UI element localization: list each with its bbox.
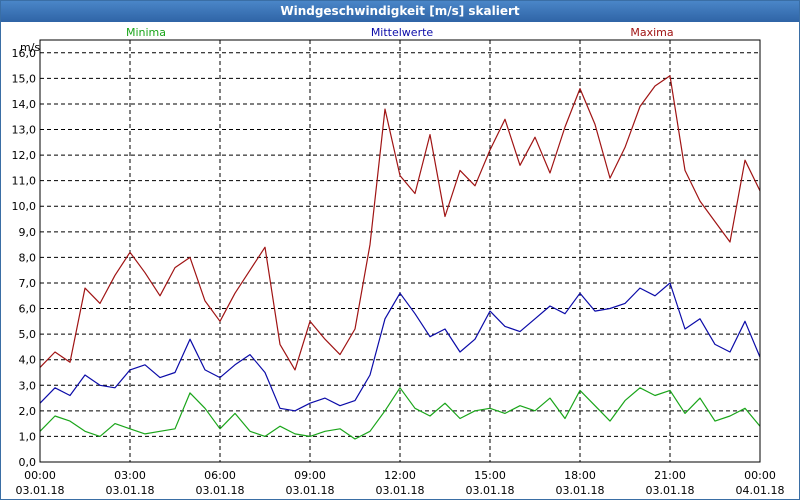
y-tick-label: 4,0	[19, 354, 37, 367]
x-tick-date: 03.01.18	[16, 484, 65, 497]
y-tick-label: 12,0	[12, 149, 37, 162]
y-ticks: 0,0 1,0 2,0 3,0 4,0 5,0 6,0 7,0 8,0 9,0 10,0 11,0 12…	[12, 47, 37, 469]
x-tick-date: 03.01.18	[646, 484, 695, 497]
x-tick-time: 03:00	[114, 469, 146, 482]
x-tick-time: 12:00	[384, 469, 416, 482]
y-tick-label: 10,0	[12, 200, 37, 213]
x-tick-time: 15:00	[474, 469, 506, 482]
x-tick-date: 03.01.18	[286, 484, 335, 497]
y-tick-label: 5,0	[19, 328, 37, 341]
y-axis-label: m/s	[20, 41, 40, 54]
x-tick-date: 03.01.18	[466, 484, 515, 497]
x-tick-date: 03.01.18	[556, 484, 605, 497]
y-tick-label: 14,0	[12, 98, 37, 111]
y-tick-label: 16,0	[12, 47, 37, 60]
x-tick-time: 06:00	[204, 469, 236, 482]
y-tick-label: 6,0	[19, 303, 37, 316]
legend-minima: Minima	[126, 26, 166, 39]
y-tick-label: 2,0	[19, 405, 37, 418]
y-tick-label: 15,0	[12, 72, 37, 85]
legend-maxima: Maxima	[630, 26, 673, 39]
y-tick-label: 8,0	[19, 251, 37, 264]
y-tick-label: 13,0	[12, 124, 37, 137]
grid	[40, 40, 760, 462]
x-tick-time: 09:00	[294, 469, 326, 482]
x-tick-time: 00:00	[744, 469, 776, 482]
x-tick-date: 04.01.18	[736, 484, 785, 497]
y-tick-label: 3,0	[19, 379, 37, 392]
x-tick-date: 03.01.18	[196, 484, 245, 497]
series-line-minima	[39, 387, 761, 440]
series-line-maxima	[39, 75, 761, 371]
legend: Minima Mittelwerte Maxima	[126, 26, 674, 39]
plot-frame	[39, 39, 761, 463]
x-tick-time: 00:00	[24, 469, 56, 482]
x-ticks: 00:00 03.01.18 03:00 03.01.18 06:00 03.01.18 0…	[16, 469, 785, 497]
x-tick-date: 03.01.18	[376, 484, 425, 497]
series-line-mittelwerte	[39, 282, 761, 412]
x-tick-time: 21:00	[654, 469, 686, 482]
y-tick-label: 9,0	[19, 226, 37, 239]
y-tick-label: 0,0	[19, 456, 37, 469]
window-title: Windgeschwindigkeit [m/s] skaliert	[1, 1, 799, 22]
x-tick-time: 18:00	[564, 469, 596, 482]
series-lines	[39, 75, 761, 440]
legend-mittelwerte: Mittelwerte	[371, 26, 434, 39]
y-tick-label: 11,0	[12, 175, 37, 188]
y-tick-label: 1,0	[19, 430, 37, 443]
y-tick-label: 7,0	[19, 277, 37, 290]
x-tick-date: 03.01.18	[106, 484, 155, 497]
